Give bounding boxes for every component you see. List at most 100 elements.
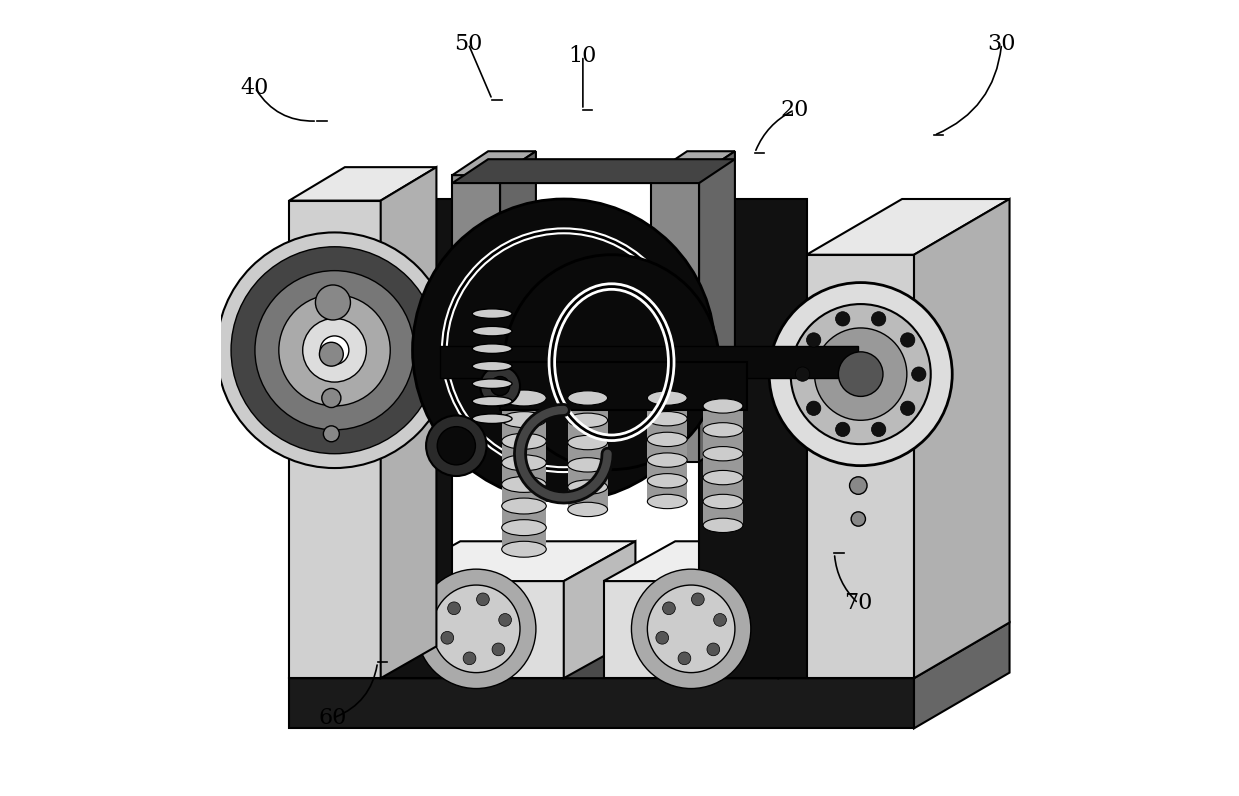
Circle shape [655, 631, 669, 644]
Circle shape [901, 333, 914, 347]
Circle shape [714, 614, 726, 626]
Circle shape [691, 593, 704, 606]
Circle shape [447, 602, 461, 615]
Circle shape [647, 585, 735, 673]
Ellipse shape [703, 470, 743, 485]
Circle shape [302, 318, 367, 382]
Ellipse shape [567, 391, 607, 405]
Ellipse shape [567, 502, 607, 517]
Bar [703, 406, 743, 525]
Circle shape [255, 271, 414, 430]
Circle shape [871, 422, 886, 436]
Text: 40: 40 [240, 76, 269, 99]
Ellipse shape [703, 423, 743, 437]
Text: 30: 30 [987, 33, 1016, 55]
Polygon shape [699, 199, 807, 678]
Circle shape [912, 367, 926, 381]
Circle shape [847, 435, 870, 457]
Circle shape [835, 422, 850, 436]
Ellipse shape [502, 455, 546, 470]
Ellipse shape [647, 453, 688, 467]
Polygon shape [699, 151, 735, 462]
Circle shape [499, 614, 512, 626]
Polygon shape [652, 175, 699, 462]
Polygon shape [289, 622, 1010, 678]
Circle shape [426, 416, 487, 476]
Circle shape [437, 427, 476, 465]
Ellipse shape [472, 361, 512, 371]
Text: 20: 20 [781, 99, 809, 121]
Ellipse shape [502, 477, 546, 493]
Circle shape [663, 602, 675, 615]
Circle shape [839, 352, 883, 396]
Ellipse shape [647, 494, 688, 509]
Circle shape [901, 401, 914, 416]
Circle shape [504, 255, 719, 470]
Text: 10: 10 [569, 45, 597, 67]
Polygon shape [389, 581, 564, 678]
Circle shape [230, 247, 439, 454]
Circle shape [678, 652, 691, 665]
Bar [501, 362, 747, 410]
Text: 60: 60 [318, 707, 347, 729]
Text: 70: 70 [844, 592, 872, 615]
Polygon shape [603, 581, 778, 678]
Circle shape [491, 377, 509, 396]
Circle shape [851, 512, 866, 526]
Ellipse shape [703, 399, 743, 413]
Circle shape [807, 401, 821, 416]
Ellipse shape [502, 498, 546, 514]
Circle shape [850, 477, 867, 494]
Ellipse shape [472, 396, 512, 406]
Circle shape [492, 643, 504, 656]
Text: 50: 50 [453, 33, 482, 55]
Circle shape [814, 328, 907, 420]
Ellipse shape [703, 518, 743, 533]
Circle shape [463, 652, 476, 665]
Circle shape [416, 569, 536, 689]
Ellipse shape [647, 432, 688, 447]
Ellipse shape [703, 447, 743, 461]
Ellipse shape [567, 480, 607, 494]
Polygon shape [807, 255, 914, 678]
Circle shape [323, 426, 339, 442]
Polygon shape [914, 199, 1010, 678]
Polygon shape [380, 167, 436, 678]
Polygon shape [778, 541, 850, 678]
Circle shape [441, 631, 453, 644]
Polygon shape [380, 199, 452, 678]
Circle shape [707, 643, 720, 656]
Polygon shape [564, 541, 636, 678]
Ellipse shape [647, 391, 688, 405]
Ellipse shape [502, 520, 546, 536]
Polygon shape [289, 678, 914, 728]
Polygon shape [501, 151, 536, 462]
Circle shape [871, 312, 886, 326]
Ellipse shape [472, 326, 512, 336]
Circle shape [217, 232, 452, 468]
Circle shape [322, 388, 341, 408]
Polygon shape [452, 151, 536, 175]
Ellipse shape [647, 412, 688, 426]
Ellipse shape [502, 390, 546, 406]
Ellipse shape [567, 413, 607, 427]
Ellipse shape [647, 474, 688, 488]
Polygon shape [807, 199, 1010, 255]
Polygon shape [652, 151, 735, 175]
Polygon shape [289, 201, 380, 678]
Polygon shape [389, 541, 636, 581]
Ellipse shape [567, 435, 607, 450]
Ellipse shape [472, 309, 512, 318]
Circle shape [477, 593, 489, 606]
Bar [440, 346, 859, 378]
Ellipse shape [472, 414, 512, 423]
Polygon shape [452, 175, 501, 462]
Ellipse shape [502, 433, 546, 449]
Bar [647, 398, 688, 501]
Circle shape [807, 333, 821, 347]
Circle shape [320, 336, 349, 365]
Circle shape [795, 367, 810, 381]
Circle shape [632, 569, 751, 689]
Circle shape [432, 585, 520, 673]
Circle shape [481, 366, 520, 406]
